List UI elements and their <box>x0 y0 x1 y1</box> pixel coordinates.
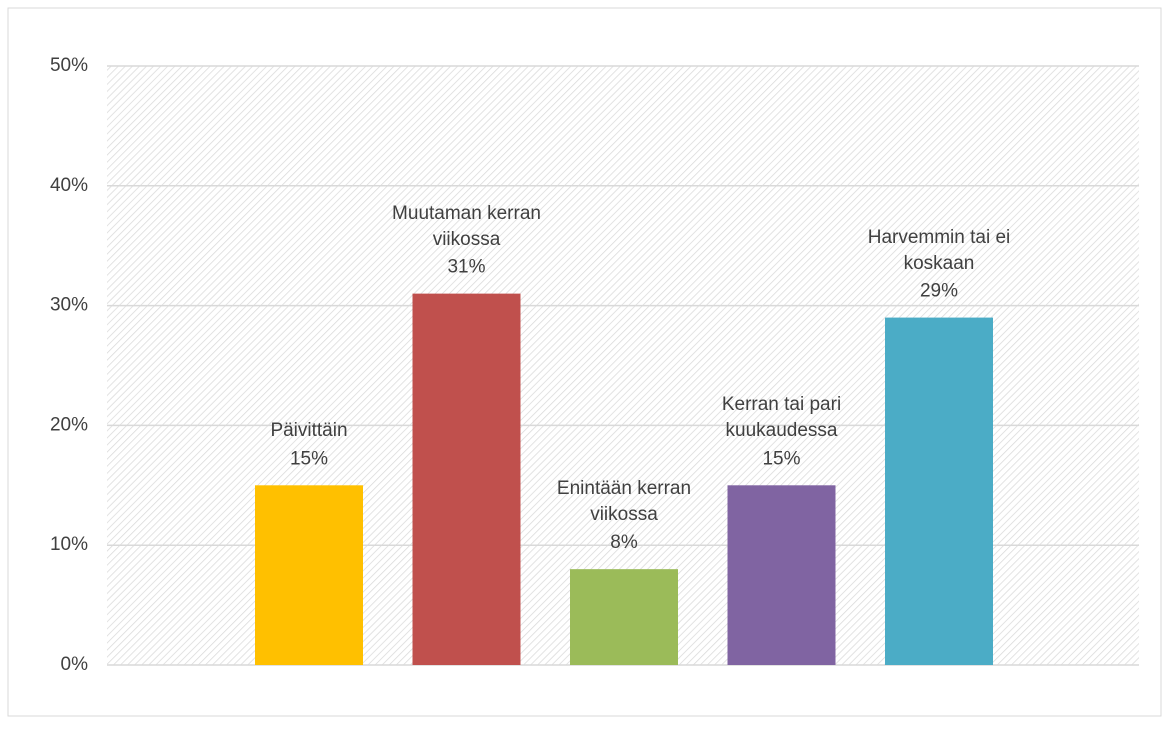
y-tick-label: 50% <box>50 55 88 76</box>
bar <box>727 485 836 665</box>
series-label: Päivittäin <box>270 420 348 442</box>
value-label: 8% <box>610 532 638 553</box>
value-label: 15% <box>290 448 328 469</box>
series-label: Enintään kerran viikossa <box>556 478 692 526</box>
y-tick-label: 20% <box>50 414 88 435</box>
value-label: 31% <box>447 257 485 278</box>
series-label-box: Päivittäin <box>270 420 348 442</box>
series-label-box: Kerran tai pari kuukaudessa <box>721 394 842 442</box>
series-label-box: Muutaman kerran viikossa <box>392 202 541 250</box>
series-label: Kerran tai pari kuukaudessa <box>721 394 842 442</box>
value-label: 29% <box>920 281 958 302</box>
bar <box>255 485 363 665</box>
series-label: Muutaman kerran viikossa <box>392 202 541 250</box>
bar <box>885 317 993 665</box>
series-label-box: Harvemmin tai ei koskaan <box>867 226 1011 274</box>
bar <box>570 569 678 665</box>
series-label-box: Enintään kerran viikossa <box>556 478 692 526</box>
value-label: 15% <box>762 448 800 469</box>
y-tick-label: 10% <box>50 534 88 555</box>
y-tick-label: 40% <box>50 175 88 196</box>
bar <box>412 293 521 665</box>
y-tick-label: 0% <box>61 654 89 675</box>
y-tick-label: 30% <box>50 295 88 316</box>
series-label: Harvemmin tai ei koskaan <box>867 226 1011 274</box>
